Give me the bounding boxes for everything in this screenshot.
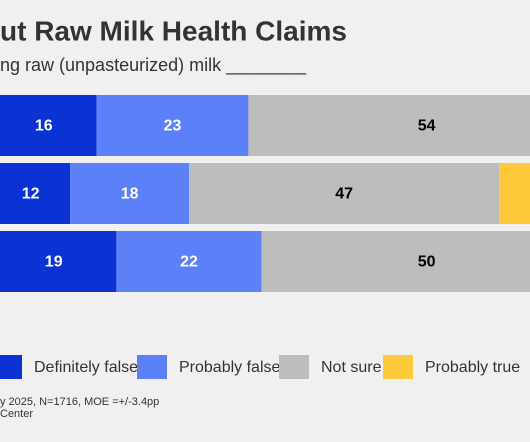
bar-segment (248, 95, 530, 156)
legend-label: Probably true (425, 359, 520, 376)
bar-segment (70, 163, 189, 224)
chart-title: ut Raw Milk Health Claims (0, 15, 347, 46)
legend-label: Probably false (179, 359, 280, 376)
data-label: 54 (418, 118, 436, 135)
bar-segment (0, 95, 97, 156)
bar-segment (0, 163, 71, 224)
bar-segment (116, 231, 262, 292)
note: Center (0, 408, 33, 420)
legend-label: Definitely false (34, 359, 138, 376)
chart-subtitle: ng raw (unpasteurized) milk ________ (0, 55, 307, 76)
data-label: 47 (335, 186, 353, 203)
bar-segment (261, 231, 530, 292)
bar-segment (0, 231, 117, 292)
data-label: 22 (180, 254, 198, 271)
bar-segment (499, 163, 530, 224)
legend-swatch (0, 355, 22, 379)
data-label: 19 (45, 254, 63, 271)
note: y 2025, N=1716, MOE =+/-3.4pp (0, 396, 159, 408)
data-label: 50 (418, 254, 436, 271)
legend-label: Not sure (321, 359, 382, 376)
bar-segment (96, 95, 249, 156)
data-label: 16 (35, 118, 53, 135)
data-label: 18 (121, 186, 139, 203)
data-label: 12 (22, 186, 40, 203)
legend-swatch (137, 355, 167, 379)
bar-segment (189, 163, 500, 224)
data-label: 23 (164, 118, 182, 135)
legend-swatch (279, 355, 309, 379)
legend-swatch (383, 355, 413, 379)
